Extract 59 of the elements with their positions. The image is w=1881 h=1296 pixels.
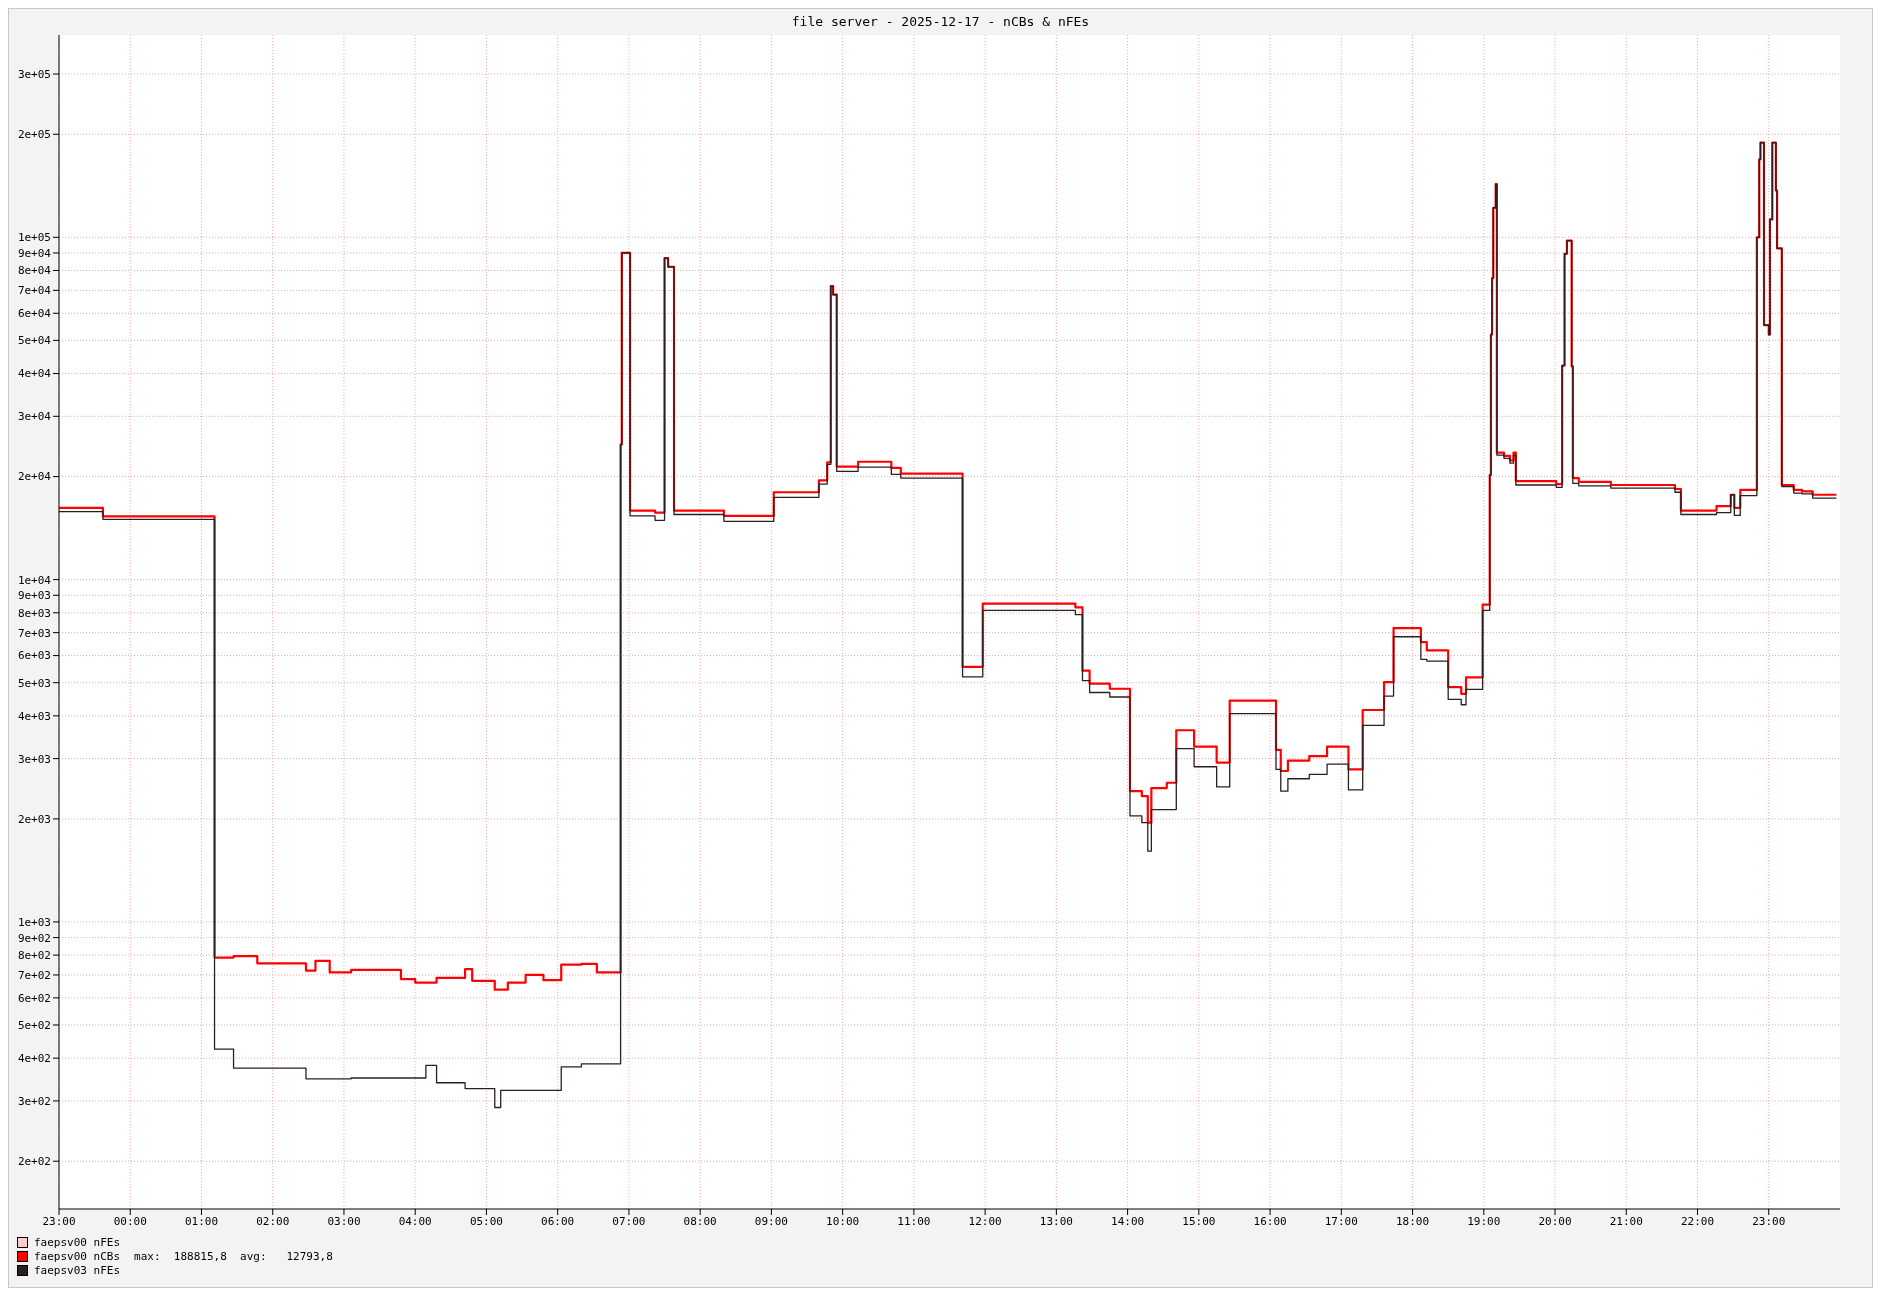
- x-tick-label: 14:00: [1111, 1214, 1145, 1228]
- y-tick-label: 4e+02: [17, 1052, 51, 1066]
- y-tick-label: 9e+03: [17, 589, 51, 603]
- x-tick-label: 20:00: [1538, 1214, 1572, 1228]
- x-tick-label: 12:00: [968, 1214, 1002, 1228]
- x-tick-label: 07:00: [612, 1214, 646, 1228]
- x-tick-label: 18:00: [1396, 1214, 1430, 1228]
- x-tick-label: 02:00: [256, 1214, 290, 1228]
- x-tick-label: 05:00: [469, 1214, 503, 1228]
- y-tick-label: 5e+02: [17, 1018, 51, 1032]
- x-tick-label: 23:00: [42, 1214, 76, 1228]
- y-tick-label: 3e+03: [17, 752, 51, 766]
- y-tick-label: 3e+04: [17, 410, 52, 424]
- x-tick-label: 08:00: [683, 1214, 717, 1228]
- y-tick-label: 7e+04: [17, 284, 52, 298]
- legend-label: faepsv00 nCBs: [34, 1249, 121, 1263]
- y-tick-label: 4e+04: [17, 367, 52, 381]
- y-tick-label: 5e+04: [17, 334, 52, 348]
- y-tick-label: 4e+03: [17, 709, 51, 723]
- x-tick-label: 22:00: [1680, 1214, 1715, 1228]
- x-tick-label: 01:00: [184, 1214, 219, 1228]
- x-tick-label: 04:00: [398, 1214, 432, 1228]
- y-tick-label: 2e+02: [17, 1155, 51, 1169]
- x-tick-label: 09:00: [754, 1214, 788, 1228]
- y-tick-label: 8e+03: [17, 606, 51, 620]
- x-tick-label: 16:00: [1253, 1214, 1287, 1228]
- y-tick-label: 5e+03: [17, 676, 51, 690]
- y-tick-label: 2e+04: [17, 470, 52, 484]
- y-tick-label: 8e+04: [17, 264, 52, 278]
- y-tick-label: 6e+03: [17, 649, 51, 663]
- x-tick-label: 03:00: [327, 1214, 361, 1228]
- x-tick-label: 15:00: [1182, 1214, 1216, 1228]
- y-tick-label: 3e+05: [17, 67, 51, 81]
- x-tick-label: 06:00: [541, 1214, 575, 1228]
- y-tick-label: 6e+04: [17, 307, 52, 321]
- x-tick-label: 00:00: [113, 1214, 147, 1228]
- x-tick-label: 23:00: [1752, 1214, 1786, 1228]
- x-tick-label: 10:00: [826, 1214, 860, 1228]
- y-tick-label: 7e+03: [17, 626, 51, 640]
- text: max: 188815,8 avg: 12793,8: [134, 1249, 333, 1263]
- y-tick-label: 7e+02: [17, 968, 51, 982]
- y-tick-label: 9e+04: [17, 246, 52, 260]
- y-tick-label: 8e+02: [17, 949, 51, 963]
- y-tick-label: 1e+04: [17, 573, 52, 587]
- y-tick-label: 1e+03: [17, 915, 51, 929]
- y-tick-label: 2e+03: [17, 812, 51, 826]
- y-tick-label: 6e+02: [17, 991, 51, 1005]
- y-tick-label: 3e+02: [17, 1094, 51, 1108]
- x-tick-label: 11:00: [897, 1214, 931, 1228]
- legend-label: faepsv00 nFEs: [34, 1235, 121, 1249]
- x-tick-label: 21:00: [1609, 1214, 1643, 1228]
- legend-label: faepsv03 nFEs: [34, 1263, 121, 1277]
- x-tick-label: 17:00: [1324, 1214, 1358, 1228]
- y-tick-label: 1e+05: [17, 231, 51, 245]
- y-tick-label: 9e+02: [17, 931, 51, 945]
- y-tick-label: 2e+05: [17, 128, 51, 142]
- x-tick-label: 19:00: [1467, 1214, 1501, 1228]
- x-tick-label: 13:00: [1039, 1214, 1073, 1228]
- chart-title: file server - 2025-12-17 - nCBs & nFEs: [790, 13, 1091, 31]
